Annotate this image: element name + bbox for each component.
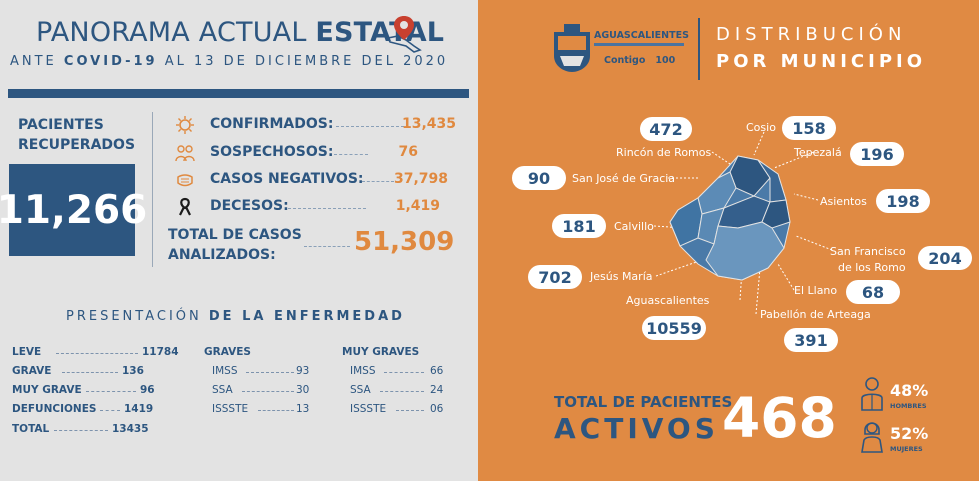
mexico-map-icon: [386, 16, 422, 53]
vertical-divider: [152, 112, 153, 267]
stat-value: 37,798: [393, 171, 448, 187]
state-name: AGUASCALIENTES: [594, 30, 689, 41]
value-tepezala: 196: [850, 142, 904, 166]
recovered-label: PACIENTES RECUPERADOS: [18, 117, 136, 153]
label-cosio: Cosio: [746, 121, 776, 134]
people-icon: [175, 145, 195, 162]
stat-value: 13,435: [401, 116, 456, 132]
distribution-title: DISTRIBUCIÓN: [716, 24, 907, 45]
state-seal-logo: [554, 24, 590, 72]
page-title: PANORAMA ACTUAL ESTATAL: [36, 17, 445, 48]
table-row: TOTAL 13435: [12, 423, 149, 435]
table-row: DEFUNCIONES 1419: [12, 403, 154, 415]
header-divider: [698, 18, 700, 80]
table-row: SSA 24: [350, 384, 444, 396]
label-rincon-de-romos: Rincón de Romos: [616, 146, 712, 159]
value-calvillo: 181: [552, 214, 606, 238]
state-overview-panel: PANORAMA ACTUAL ESTATAL ANTE COVID-19 AL…: [0, 0, 478, 481]
slogan: Contigo 100: [604, 55, 676, 66]
stat-deaths: DECESOS: 1,419: [174, 197, 474, 217]
ribbon-icon: [179, 197, 191, 216]
muy-graves-header: MUY GRAVES: [342, 346, 420, 358]
men-percentage: 48%: [890, 381, 929, 400]
table-row: ISSSTE 06: [350, 403, 444, 415]
active-label: ACTIVOS: [554, 412, 719, 445]
recovered-value: 11,266: [0, 164, 147, 256]
label-calvillo: Calvillo: [614, 220, 654, 233]
value-cosio: 158: [782, 116, 836, 140]
value-aguascalientes: 10559: [642, 316, 706, 340]
value-pabellon-de-arteaga: 391: [784, 328, 838, 352]
stat-label: CONFIRMADOS:: [210, 116, 334, 132]
women-percentage: 52%: [890, 424, 929, 443]
label-asientos: Asientos: [820, 195, 867, 208]
stat-negative: CASOS NEGATIVOS: 37,798: [174, 170, 474, 190]
stat-label: CASOS NEGATIVOS:: [210, 171, 364, 187]
label-aguascalientes: Aguascalientes: [626, 294, 710, 307]
label-pabellon-de-arteaga: Pabellón de Arteaga: [760, 308, 871, 321]
presentation-title: PRESENTACIÓN DE LA ENFERMEDAD: [66, 309, 405, 324]
women-label: MUJERES: [890, 445, 923, 453]
stat-label: SOSPECHOSOS:: [210, 144, 334, 160]
graves-header: GRAVES: [204, 346, 251, 358]
aguascalientes-map: [669, 155, 791, 281]
stat-confirmed: CONFIRMADOS: 13,435: [174, 115, 474, 135]
table-row: ISSSTE 13: [212, 403, 310, 415]
divider-bar: [8, 89, 469, 98]
table-row: MUY GRAVE 96: [12, 384, 155, 396]
man-icon: [861, 377, 883, 411]
men-label: HOMBRES: [890, 402, 927, 410]
active-patients-label: TOTAL DE PACIENTES: [554, 393, 733, 411]
table-row: SSA 30: [212, 384, 310, 396]
stat-label: DECESOS:: [210, 198, 289, 214]
municipality-distribution-panel: AGUASCALIENTES Contigo 100 DISTRIBUCIÓN P…: [478, 0, 979, 481]
distribution-subtitle: POR MUNICIPIO: [716, 51, 927, 72]
table-row: IMSS 66: [350, 365, 444, 377]
label-el-llano: El Llano: [794, 284, 838, 297]
active-patients-value: 468: [722, 386, 837, 450]
value-el-llano: 68: [846, 280, 900, 304]
label-san-jose-de-gracia: San José de Gracia: [572, 172, 676, 185]
stat-suspected: SOSPECHOSOS: 76: [174, 143, 474, 163]
value-san-francisco-de-los-romo: 204: [918, 246, 972, 270]
value-rincon-de-romos: 472: [640, 117, 692, 141]
table-row: GRAVE 136: [12, 365, 144, 377]
stat-value: 76: [398, 144, 418, 160]
label-san-francisco-de-los-romo: San Francisco de los Romo: [830, 245, 906, 274]
value-san-jose-de-gracia: 90: [512, 166, 566, 190]
value-asientos: 198: [876, 189, 930, 213]
label-jesus-maria: Jesús María: [590, 270, 653, 283]
page-subtitle: ANTE COVID-19 AL 13 DE DICIEMBRE DEL 202…: [10, 54, 449, 69]
table-row: IMSS 93: [212, 365, 310, 377]
virus-icon: [176, 116, 194, 134]
label-tepezala: Tepezalá: [794, 146, 842, 159]
brand-underline: [594, 43, 684, 46]
total-cases-value: 51,309: [354, 227, 455, 257]
value-jesus-maria: 702: [528, 265, 582, 289]
table-row: LEVE 11784: [12, 346, 179, 358]
woman-icon: [861, 422, 883, 453]
total-cases-label: TOTAL DE CASOS ANALIZADOS:: [168, 227, 302, 263]
mask-icon: [177, 174, 193, 187]
stat-value: 1,419: [395, 198, 440, 214]
